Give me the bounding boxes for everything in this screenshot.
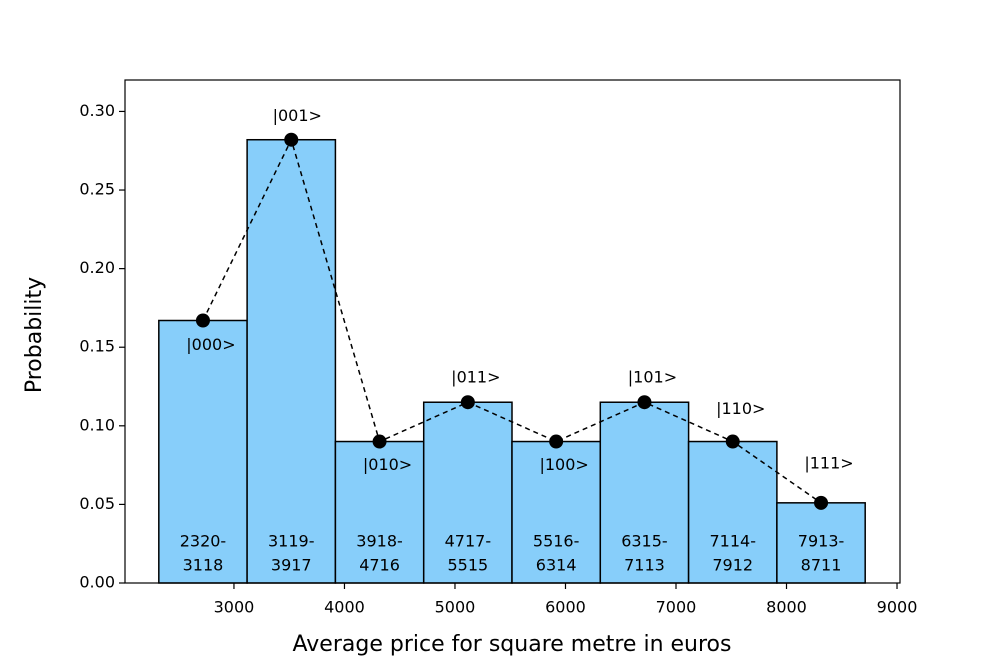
bin-label: 6315- — [621, 532, 668, 551]
x-tick-label: 8000 — [766, 598, 807, 617]
bar — [158, 319, 248, 584]
bar — [334, 440, 425, 584]
x-axis-title: Average price for square metre in euros — [293, 632, 732, 657]
bar — [511, 440, 602, 584]
point — [725, 434, 740, 449]
bin-label: 4717- — [445, 532, 492, 551]
bin-label: 3118 — [183, 556, 224, 575]
bar — [687, 440, 778, 584]
y-tick-label: 0.20 — [79, 258, 115, 277]
y-tick-label: 0.25 — [79, 180, 115, 199]
y-tick-label: 0.05 — [79, 494, 115, 513]
y-tick-label: 0.15 — [79, 337, 115, 356]
point-label: |100> — [539, 455, 588, 474]
bar — [599, 401, 690, 584]
bin-label: 7114- — [709, 532, 756, 551]
point — [549, 434, 564, 449]
point-label: |101> — [628, 368, 677, 387]
bin-label: 7913- — [798, 532, 845, 551]
point — [460, 395, 475, 410]
bar — [246, 138, 337, 584]
bin-label: 6314 — [536, 556, 577, 575]
bin-label: 2320- — [180, 532, 227, 551]
point — [372, 434, 387, 449]
x-tick-label: 3000 — [214, 598, 255, 617]
point — [814, 495, 829, 510]
bin-label: 7113 — [624, 556, 665, 575]
point — [637, 395, 652, 410]
x-tick-label: 5000 — [435, 598, 476, 617]
x-tick-label: 7000 — [656, 598, 697, 617]
bin-label: 7912 — [712, 556, 753, 575]
bin-label: 4716 — [359, 556, 400, 575]
bin-label: 3917 — [271, 556, 312, 575]
point-label: |111> — [804, 453, 853, 472]
bin-label: 3119- — [268, 532, 315, 551]
bin-label: 5515 — [447, 556, 488, 575]
point-label: |110> — [716, 399, 765, 418]
bin-label: 8711 — [801, 556, 842, 575]
x-tick-label: 9000 — [877, 598, 918, 617]
y-tick-label: 0.30 — [79, 101, 115, 120]
point — [284, 132, 299, 147]
point-label: |000> — [186, 335, 235, 354]
point-label: |011> — [451, 368, 500, 387]
y-tick-label: 0.10 — [79, 415, 115, 434]
y-tick-label: 0.00 — [79, 573, 115, 592]
bin-label: 5516- — [533, 532, 580, 551]
point-label: |010> — [363, 455, 412, 474]
plot-frame — [124, 79, 901, 584]
series-line — [202, 137, 822, 504]
point-label: |001> — [273, 106, 322, 125]
x-tick-label: 4000 — [324, 598, 365, 617]
x-tick-label: 6000 — [545, 598, 586, 617]
y-axis-title: Probability — [22, 277, 47, 393]
bin-label: 3918- — [356, 532, 403, 551]
point — [195, 313, 210, 328]
